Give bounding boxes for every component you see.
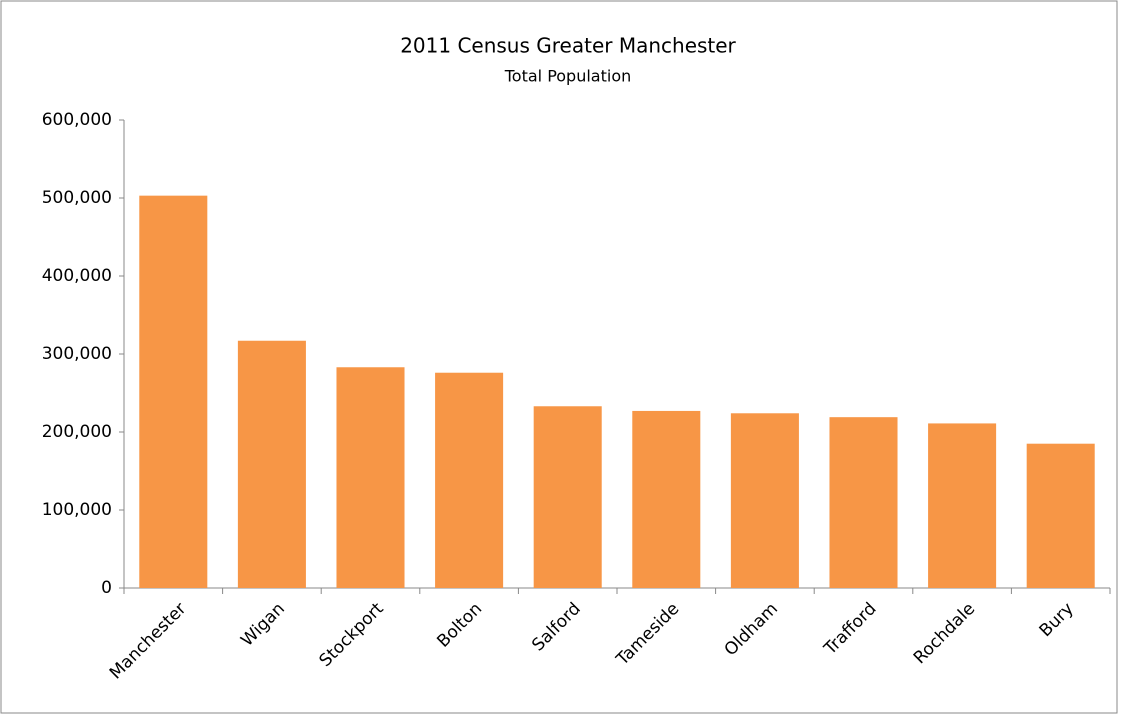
- y-tick-label: 100,000: [42, 500, 112, 520]
- y-tick-label: 200,000: [42, 422, 112, 442]
- bar: [730, 413, 799, 588]
- bar: [139, 195, 208, 588]
- bar: [1026, 443, 1095, 588]
- chart-title: 2011 Census Greater Manchester: [400, 34, 736, 58]
- y-tick-label: 400,000: [42, 266, 112, 286]
- bar: [829, 417, 898, 588]
- y-tick-label: 300,000: [42, 344, 112, 364]
- y-tick-label: 0: [101, 578, 112, 598]
- bar: [336, 367, 405, 588]
- bar: [237, 340, 306, 588]
- chart-subtitle: Total Population: [504, 67, 632, 86]
- bar: [632, 410, 701, 588]
- bar: [435, 372, 504, 588]
- y-tick-label: 500,000: [42, 188, 112, 208]
- bar: [533, 406, 602, 588]
- bar: [928, 423, 997, 588]
- y-tick-label: 600,000: [42, 110, 112, 130]
